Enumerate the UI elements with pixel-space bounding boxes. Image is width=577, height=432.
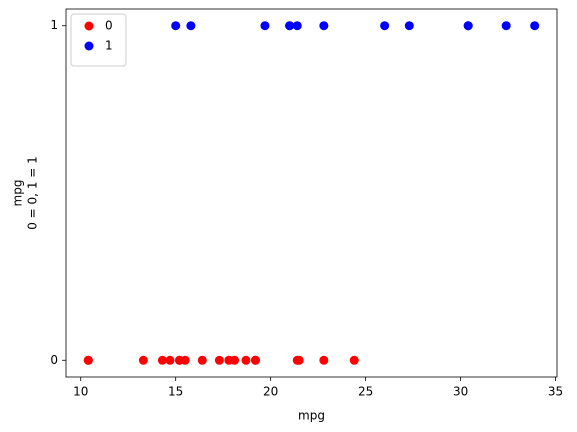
point	[241, 355, 251, 365]
y-tick-label: 1	[50, 18, 58, 32]
legend-box	[70, 13, 127, 67]
point	[174, 355, 184, 365]
point	[83, 355, 93, 365]
point	[319, 355, 329, 365]
x-tick-label: 35	[548, 385, 563, 399]
point	[138, 355, 148, 365]
x-tick-label: 25	[358, 385, 373, 399]
point	[260, 21, 270, 31]
point	[530, 21, 540, 31]
point	[157, 355, 167, 365]
legend-label: 0	[105, 19, 113, 33]
point	[285, 21, 295, 31]
legend-marker	[84, 41, 94, 51]
point	[349, 355, 359, 365]
point	[404, 21, 414, 31]
plot-frame	[65, 8, 558, 378]
point	[186, 21, 196, 31]
point	[380, 21, 390, 31]
y-axis-label: 0 = 0, 1 = 1	[26, 156, 40, 230]
legend-marker	[84, 21, 94, 31]
point	[292, 21, 302, 31]
point	[165, 355, 175, 365]
x-axis-label: mpg	[298, 409, 325, 423]
point	[294, 355, 304, 365]
legend-label: 1	[105, 39, 113, 53]
point	[171, 21, 181, 31]
y-tick-label: 0	[50, 353, 58, 367]
x-tick-label: 30	[453, 385, 468, 399]
x-tick-label: 10	[73, 385, 88, 399]
point	[501, 21, 511, 31]
point	[197, 355, 207, 365]
point	[463, 21, 473, 31]
point	[224, 355, 234, 365]
x-tick-label: 20	[263, 385, 278, 399]
x-tick-label: 15	[168, 385, 183, 399]
point	[250, 355, 260, 365]
y-axis-label: mpg	[11, 180, 25, 207]
point	[214, 355, 224, 365]
point	[319, 21, 329, 31]
